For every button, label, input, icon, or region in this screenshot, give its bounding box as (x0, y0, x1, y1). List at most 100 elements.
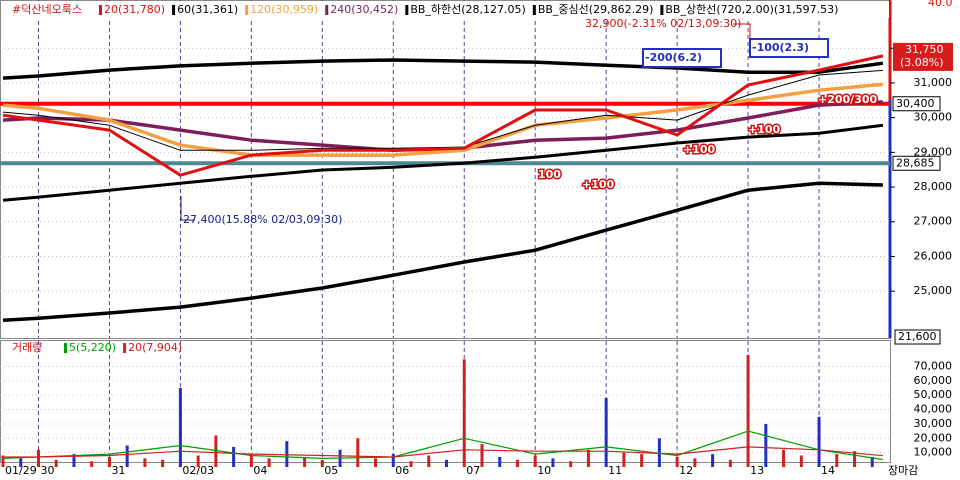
volume-bar (480, 444, 484, 467)
volume-bar (72, 454, 76, 467)
signal: -100(2.3) (752, 41, 809, 54)
volume-bar (551, 458, 555, 467)
volume-bar (657, 438, 661, 467)
volume-bar (569, 461, 573, 467)
volume-bar (728, 459, 732, 467)
series-line (2, 82, 884, 157)
legend-swatch (245, 5, 249, 15)
volume-bar (746, 355, 750, 467)
signal: +100 (748, 123, 781, 136)
x-tick-label: 11 (608, 464, 622, 477)
volume-bar (90, 461, 94, 467)
current-change: (3.08%) (900, 56, 944, 69)
x-tick-label: 13 (750, 464, 764, 477)
legend-entry: 60(31,361) (177, 3, 238, 16)
x-tick-label: 30 (40, 464, 54, 477)
annotation: 27,400(15.88% 02/03,09:30) (183, 213, 342, 226)
volume-title: 거래량 (12, 341, 42, 354)
low-label: 21,600 (898, 330, 937, 343)
signal: -200(6.2) (645, 51, 702, 64)
volume-bar (1, 455, 5, 467)
legend-entry: BB_하한선(28,127.05) (410, 2, 526, 16)
annotation-leader (180, 196, 195, 221)
y-tick-label: 28,000 (914, 180, 953, 193)
volume-bar (285, 441, 289, 467)
price-tag: 30,400 (896, 97, 935, 110)
chart-title: #덕산네오룩스 (12, 3, 82, 16)
x-tick-label: 31 (111, 464, 125, 477)
volume-bar (303, 456, 307, 467)
volume-bar (427, 455, 431, 467)
volume-bar (604, 398, 608, 467)
series-line (2, 54, 884, 177)
signal: 100 (538, 168, 561, 181)
series-line (2, 58, 884, 80)
volume-bar (267, 458, 271, 467)
y-tick-label: 10,000 (914, 446, 953, 459)
y-tick-label: 70,000 (914, 360, 953, 373)
y-tick-label: 60,000 (914, 374, 953, 387)
legend-entry: 120(30,959) (250, 3, 318, 16)
legend-entry: 5(5,220) (69, 341, 116, 354)
current-price: 31,750 (905, 43, 944, 56)
volume-bar (36, 449, 40, 467)
volume-bar (640, 454, 644, 467)
series-line (2, 123, 884, 202)
legend-entry: BB_중심선(29,862.29) (538, 3, 654, 16)
legend-entry: BB_상한선(720,2.00)(31,597.53) (665, 3, 838, 16)
volume-bar (711, 454, 715, 467)
series-line (2, 69, 883, 151)
volume-bar (675, 456, 679, 467)
x-tick-label: 02/03 (182, 464, 214, 477)
volume-bar (196, 455, 200, 467)
y-tick-label: 26,000 (914, 249, 953, 262)
y-tick-label: 20,000 (914, 431, 953, 444)
signal: +200/300 (818, 93, 878, 106)
volume-bar (178, 388, 182, 467)
y-tick-label: 31,000 (914, 76, 953, 89)
y-tick-label: 30,000 (914, 111, 953, 124)
price-tag-box (892, 155, 941, 171)
annotation-leader (733, 23, 751, 40)
signal: +100 (582, 178, 615, 191)
legend-swatch (325, 5, 329, 15)
legend-swatch (660, 5, 664, 15)
volume-bar (232, 446, 236, 467)
low-box (894, 329, 941, 345)
volume-bar (320, 459, 324, 467)
volume-bar (853, 451, 857, 467)
volume-bar (107, 456, 111, 467)
volume-bar (143, 458, 147, 467)
volume-bar (764, 423, 768, 467)
volume-bar (125, 445, 129, 467)
volume-bar (19, 458, 23, 467)
volume-bar (391, 454, 395, 467)
x-tick-label: 05 (324, 464, 338, 477)
volume-bar (622, 452, 626, 467)
y-tick-label: 40,000 (914, 403, 953, 416)
x-tick-label: 07 (466, 464, 480, 477)
volume-bar (586, 449, 590, 467)
legend-swatch (64, 343, 67, 353)
legend-swatch (405, 5, 409, 15)
x-tick-label: 01/29 (5, 464, 37, 477)
legend-entry: 20(31,780) (104, 3, 165, 16)
current-price-box (893, 42, 953, 71)
volume-bar (498, 456, 502, 467)
y-tick-label: 27,000 (914, 215, 953, 228)
y-tick-label: 25,000 (914, 284, 953, 297)
x-tick-label: 10 (537, 464, 551, 477)
volume-bar (782, 449, 786, 467)
legend-entry: 240(30,452) (330, 3, 398, 16)
corner-label: 40.0 (928, 0, 953, 9)
legend-swatch (99, 5, 102, 15)
volume-bar (374, 458, 378, 467)
legend-swatch (532, 5, 536, 15)
legend-entry: 20(7,904) (128, 341, 182, 354)
series-line (2, 181, 883, 323)
signal-box (642, 48, 722, 68)
price-tag-box (892, 96, 941, 112)
volume-bar (54, 459, 58, 467)
price-tag: 28,685 (896, 156, 935, 169)
